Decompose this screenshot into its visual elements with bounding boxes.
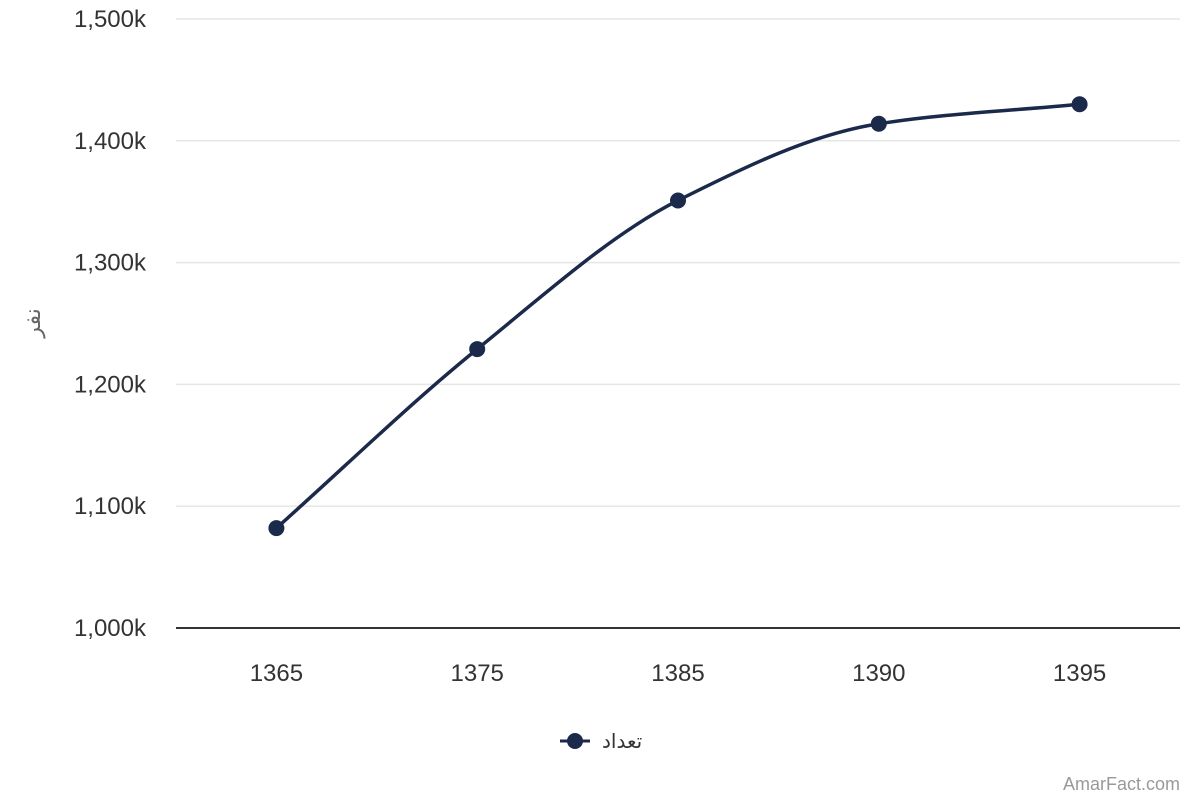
x-axis-ticks: 1365 1375 1385 1390 1395	[250, 660, 1107, 687]
x-tick-label: 1375	[451, 660, 504, 687]
y-axis-label: نفر	[20, 308, 45, 338]
x-tick-label: 1365	[250, 660, 303, 687]
y-tick-label: 1,500k	[74, 6, 147, 33]
data-point[interactable]	[1071, 96, 1088, 113]
series-layer	[268, 96, 1088, 537]
data-point[interactable]	[469, 341, 486, 358]
gridlines	[176, 18, 1180, 507]
y-tick-label: 1,400k	[74, 128, 147, 155]
series-line	[274, 102, 1082, 530]
credit-text[interactable]: AmarFact.com	[1063, 774, 1180, 794]
x-tick-label: 1395	[1053, 660, 1106, 687]
y-tick-label: 1,100k	[74, 493, 147, 520]
legend[interactable]: تعداد	[560, 731, 642, 753]
y-tick-label: 1,200k	[74, 371, 147, 398]
y-tick-label: 1,000k	[74, 615, 147, 642]
data-point[interactable]	[268, 520, 285, 537]
legend-label: تعداد	[602, 731, 642, 753]
data-point[interactable]	[670, 192, 686, 209]
x-tick-label: 1390	[852, 660, 905, 687]
x-tick-label: 1385	[651, 660, 704, 687]
y-tick-label: 1,300k	[74, 250, 147, 277]
legend-point-marker	[567, 733, 583, 749]
data-point[interactable]	[870, 115, 887, 132]
y-axis-ticks: 1,000k 1,100k 1,200k 1,300k 1,400k 1,500k	[74, 6, 147, 642]
